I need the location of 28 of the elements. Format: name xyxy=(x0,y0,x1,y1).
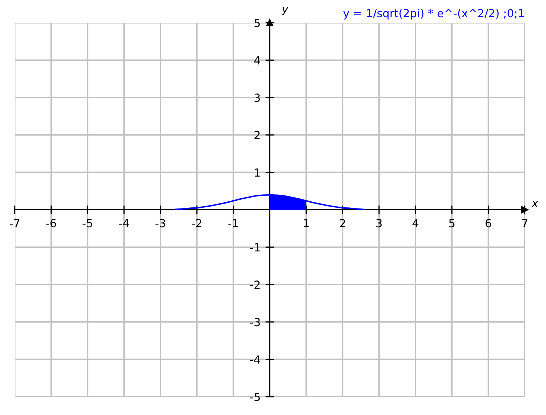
x-tick-label: -2 xyxy=(192,219,202,228)
x-tick-label: -7 xyxy=(10,219,20,228)
x-tick-label: 1 xyxy=(304,219,309,228)
x-tick-label: 4 xyxy=(412,219,419,228)
x-tick-label: -5 xyxy=(82,219,92,228)
y-tick-label: 4 xyxy=(254,56,260,65)
x-tick-label: -3 xyxy=(156,219,166,228)
y-tick-label: 2 xyxy=(254,131,260,140)
y-tick-label: -4 xyxy=(250,356,260,364)
x-tick-label: -6 xyxy=(46,219,56,228)
x-tick-label: 2 xyxy=(340,219,346,228)
y-tick-label: 5 xyxy=(254,19,260,28)
x-tick-label: -4 xyxy=(119,219,130,228)
y-tick-label: -2 xyxy=(250,280,260,290)
x-tick-label: 3 xyxy=(376,219,382,228)
line-series xyxy=(174,194,366,210)
x-axis-title: x xyxy=(532,201,539,208)
x-tick-label: 5 xyxy=(449,219,455,228)
y-tick-label: 1 xyxy=(255,168,260,177)
x-tick-label: 6 xyxy=(486,219,492,228)
y-tick-label: -5 xyxy=(250,393,260,402)
y-axis-title: y xyxy=(282,7,289,16)
x-tick-label: -1 xyxy=(228,219,238,228)
y-tick-label: -3 xyxy=(250,318,260,327)
y-tick-label: 3 xyxy=(254,94,260,102)
x-tick-label: 7 xyxy=(522,219,528,228)
chart-title: y = 1/sqrt(2pi) * e^-(x^2/2) ;0;1 xyxy=(344,9,524,20)
y-tick-label: -1 xyxy=(250,244,260,252)
